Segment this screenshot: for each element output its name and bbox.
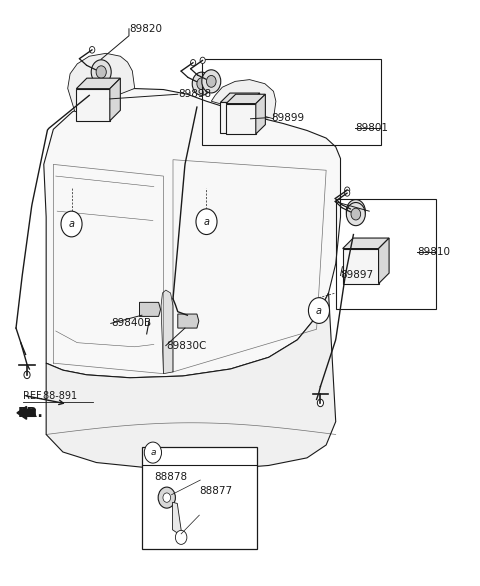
Polygon shape <box>140 302 160 316</box>
Polygon shape <box>220 103 250 133</box>
Text: a: a <box>204 217 209 227</box>
Text: 89899: 89899 <box>271 113 304 122</box>
Polygon shape <box>178 314 199 328</box>
Circle shape <box>144 442 161 463</box>
Circle shape <box>197 78 206 90</box>
Text: 89820: 89820 <box>129 24 162 34</box>
Bar <box>336 199 436 309</box>
Circle shape <box>347 203 365 226</box>
Circle shape <box>24 371 30 379</box>
Circle shape <box>351 208 360 220</box>
Polygon shape <box>220 93 260 103</box>
Polygon shape <box>172 502 183 539</box>
Circle shape <box>91 60 111 84</box>
Circle shape <box>345 190 350 196</box>
Circle shape <box>163 493 170 502</box>
Polygon shape <box>226 94 265 104</box>
Circle shape <box>202 70 221 93</box>
Circle shape <box>200 57 205 63</box>
Circle shape <box>158 487 175 508</box>
Polygon shape <box>379 238 389 284</box>
Text: 89840B: 89840B <box>111 318 151 328</box>
Bar <box>202 59 381 145</box>
Bar <box>142 447 257 549</box>
Circle shape <box>347 200 365 223</box>
Polygon shape <box>76 78 120 88</box>
Polygon shape <box>226 104 256 134</box>
Polygon shape <box>161 290 173 374</box>
Polygon shape <box>343 248 379 284</box>
Polygon shape <box>250 93 260 133</box>
Text: a: a <box>69 219 74 229</box>
Text: 89897: 89897 <box>340 271 373 281</box>
Text: a: a <box>316 305 322 315</box>
Circle shape <box>175 530 187 544</box>
Polygon shape <box>44 88 340 378</box>
Polygon shape <box>110 78 120 121</box>
Polygon shape <box>211 80 276 119</box>
Polygon shape <box>76 88 110 121</box>
Text: 89801: 89801 <box>355 123 388 133</box>
Circle shape <box>61 211 82 237</box>
FancyArrow shape <box>17 407 35 419</box>
Circle shape <box>89 46 95 53</box>
Text: FR.: FR. <box>17 406 43 420</box>
Text: a: a <box>150 448 156 457</box>
Polygon shape <box>343 238 389 248</box>
Text: REF.88-891: REF.88-891 <box>23 391 77 401</box>
Circle shape <box>191 60 196 66</box>
Text: 88878: 88878 <box>154 472 187 482</box>
Text: 89830C: 89830C <box>166 340 206 350</box>
Text: 88877: 88877 <box>199 486 232 496</box>
Circle shape <box>309 298 329 323</box>
Circle shape <box>317 399 324 407</box>
Circle shape <box>345 187 350 193</box>
Circle shape <box>206 76 216 87</box>
Text: 89810: 89810 <box>417 247 450 257</box>
Polygon shape <box>46 293 336 469</box>
Circle shape <box>96 66 106 79</box>
Circle shape <box>192 72 211 96</box>
Polygon shape <box>256 94 265 134</box>
Text: 89898: 89898 <box>178 89 211 99</box>
Circle shape <box>351 205 360 217</box>
Polygon shape <box>68 53 135 112</box>
Circle shape <box>196 209 217 234</box>
